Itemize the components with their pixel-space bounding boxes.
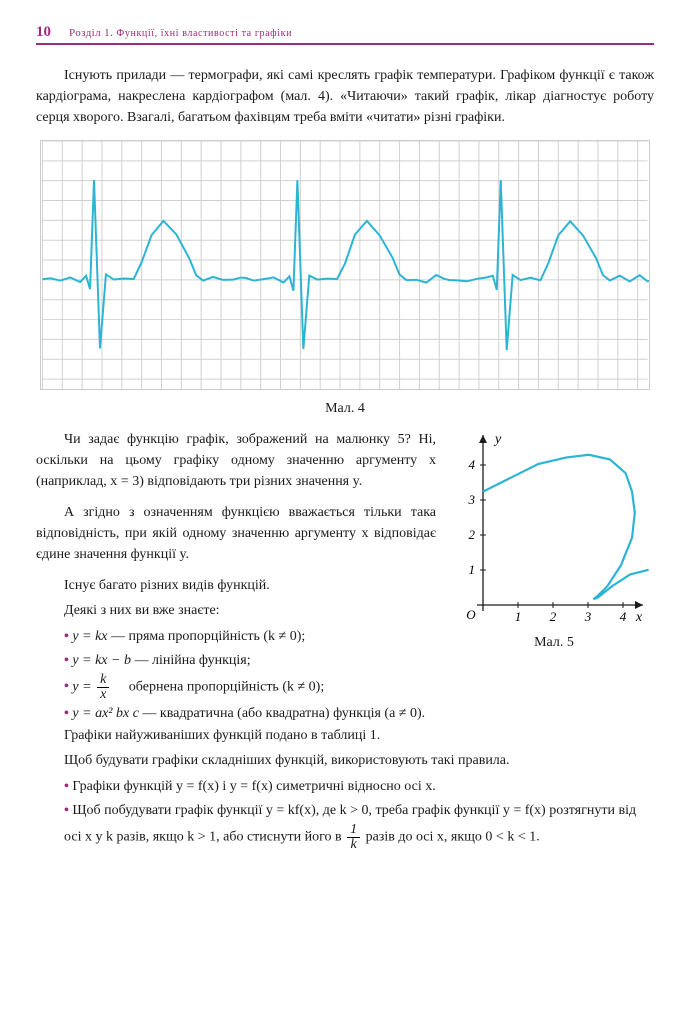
question-p3: Існує багато різних видів функцій.	[36, 575, 436, 596]
svg-text:y: y	[493, 432, 502, 447]
table-ref-paragraph: Графіки найуживаніших функцій подано в т…	[36, 725, 654, 746]
rules-intro-paragraph: Щоб будувати графіки складніших функцій,…	[36, 750, 654, 771]
svg-text:1: 1	[515, 609, 522, 624]
list-item: y = ax² bx c — квадратична (або квадратн…	[64, 702, 654, 726]
ecg-chart	[40, 140, 650, 390]
fraction: k x	[97, 673, 109, 702]
fig5-container: 1 2 3 4 1 2 3 4 Ox y Мал. 5	[454, 429, 654, 663]
page-number: 10	[36, 24, 51, 41]
question-p1: Чи задає функцію графік, зображений на м…	[36, 429, 436, 492]
list-item: y = k x обернена пропорційність (k ≠ 0);	[64, 673, 654, 702]
svg-text:4: 4	[620, 609, 627, 624]
svg-text:O: O	[466, 607, 476, 622]
svg-text:2: 2	[469, 527, 476, 542]
fraction: 1 k	[347, 823, 360, 852]
question-p2: А згідно з означенням функцією вважаєтьс…	[36, 502, 436, 565]
intro-paragraph: Існують прилади — термографи, які самі к…	[36, 65, 654, 128]
fig5-chart: 1 2 3 4 1 2 3 4 Ox y	[459, 429, 649, 629]
list-item: Щоб побудувати графік функції y = kf(x),…	[64, 799, 654, 852]
list-item: y = kx — пряма пропорційність (k ≠ 0);	[64, 625, 436, 649]
fig5-caption: Мал. 5	[454, 635, 654, 651]
list-item: y = kx − b — лінійна функція;	[64, 649, 436, 673]
question-and-fig5: Чи задає функцію графік, зображений на м…	[36, 429, 654, 673]
question-text: Чи задає функцію графік, зображений на м…	[36, 429, 436, 673]
known-functions-list-1: y = kx — пряма пропорційність (k ≠ 0); y…	[36, 625, 436, 673]
svg-text:1: 1	[469, 562, 476, 577]
svg-text:3: 3	[584, 609, 592, 624]
page-header: 10 Розділ 1. Функції, їхні властивості т…	[36, 24, 654, 45]
svg-text:x: x	[635, 610, 643, 625]
svg-text:4: 4	[469, 457, 476, 472]
ecg-figure	[36, 140, 654, 395]
known-functions-list-2: y = k x обернена пропорційність (k ≠ 0);…	[36, 673, 654, 726]
question-p4: Деякі з них ви вже знаєте:	[36, 600, 436, 621]
rules-list: Графіки функцій y = f(x) і y = f(x) симе…	[36, 775, 654, 852]
svg-text:2: 2	[550, 609, 557, 624]
chapter-title: Розділ 1. Функції, їхні властивості та г…	[69, 27, 292, 39]
list-item: Графіки функцій y = f(x) і y = f(x) симе…	[64, 775, 654, 799]
fig4-caption: Мал. 4	[36, 401, 654, 417]
svg-text:3: 3	[468, 492, 476, 507]
